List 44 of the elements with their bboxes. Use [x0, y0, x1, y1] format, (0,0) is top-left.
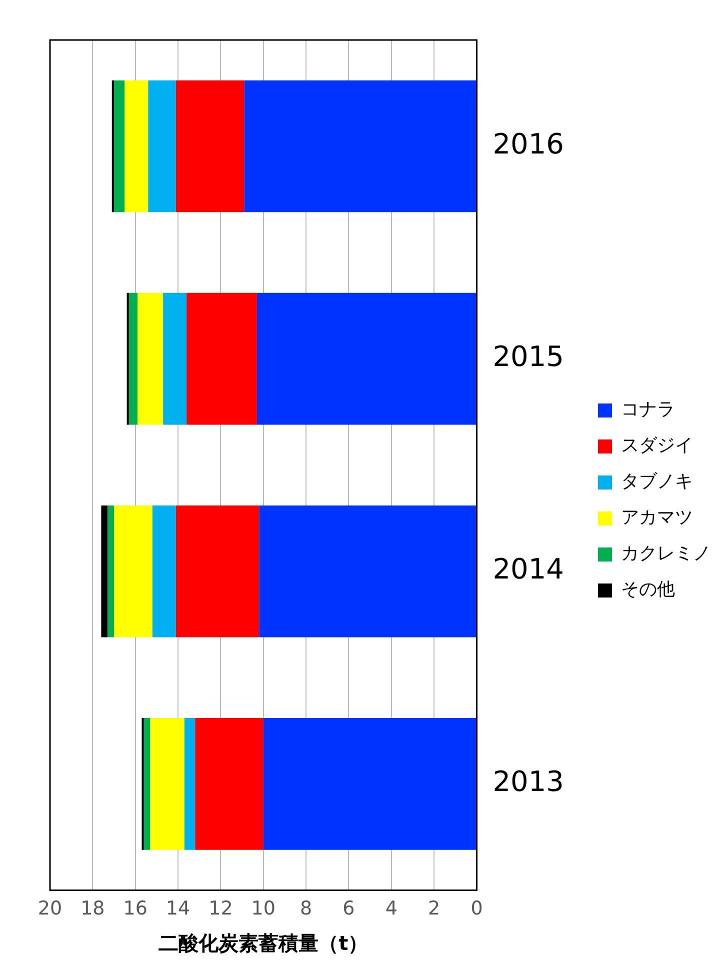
bar — [176, 505, 260, 638]
bar — [137, 292, 164, 425]
bar — [244, 80, 476, 212]
bar — [128, 292, 138, 425]
x-tick-label: 4 — [385, 898, 398, 920]
bar — [186, 292, 257, 425]
y-tick-label: 2015 — [492, 340, 564, 374]
x-tick-label: 20 — [38, 898, 62, 920]
x-tick-label: 10 — [251, 898, 276, 920]
bar — [152, 505, 176, 638]
bar — [195, 718, 264, 850]
bar — [114, 80, 125, 212]
bar — [150, 718, 184, 850]
legend-label: カクレミノ — [621, 543, 711, 564]
bar — [124, 80, 148, 212]
x-tick-label: 16 — [123, 898, 148, 920]
y-tick-label: 2016 — [492, 128, 564, 161]
bar — [108, 505, 114, 638]
x-tick-label: 8 — [300, 898, 312, 920]
bar — [112, 80, 114, 212]
x-tick-label: 12 — [208, 898, 233, 920]
bar — [256, 292, 476, 425]
legend-label: アカマツ — [621, 507, 693, 528]
legend-label: スダジイ — [621, 435, 693, 456]
x-tick-label: 6 — [342, 898, 355, 920]
bar — [263, 718, 476, 850]
bar — [148, 80, 176, 212]
x-axis-title: 二酸化炭素蓄積量（t） — [158, 931, 368, 956]
bar — [114, 505, 152, 638]
bar — [163, 292, 187, 425]
x-tick-label: 0 — [470, 898, 483, 920]
bar — [184, 718, 196, 850]
legend-label: コナラ — [621, 399, 675, 420]
bar — [259, 505, 476, 638]
y-tick-label: 2013 — [492, 765, 564, 798]
bar — [101, 505, 108, 638]
x-tick-label: 18 — [80, 898, 105, 920]
legend-label: タブノキ — [621, 471, 693, 492]
x-tick-label: 2 — [428, 898, 440, 920]
legend-label: その他 — [621, 579, 675, 600]
y-tick-label: 2014 — [492, 552, 564, 586]
bar — [176, 80, 244, 212]
bar — [144, 718, 150, 850]
x-tick-label: 14 — [166, 898, 190, 920]
